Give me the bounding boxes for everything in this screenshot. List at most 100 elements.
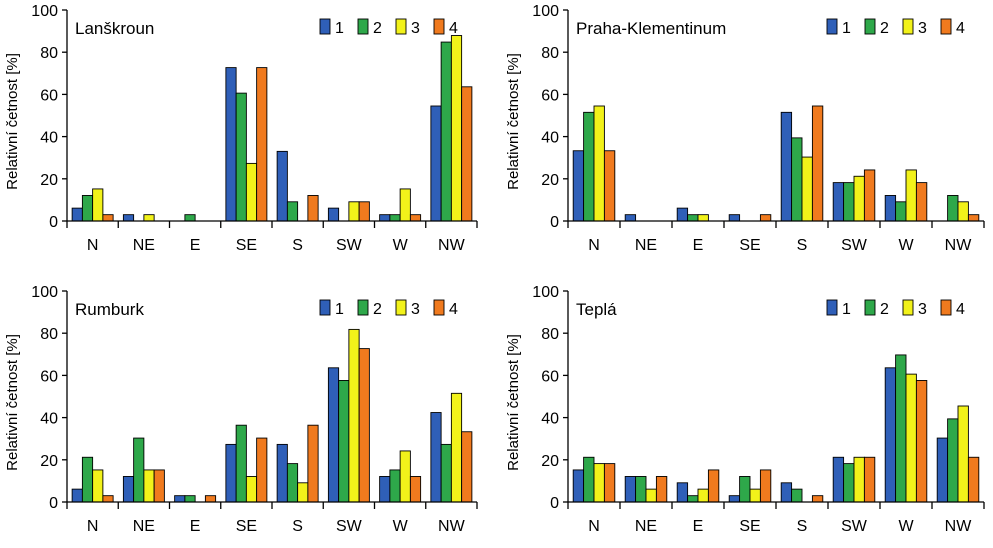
bar-NE-series-3 — [645, 488, 657, 503]
bar-SW-series-4 — [863, 456, 876, 503]
legend-label-1: 1 — [335, 301, 344, 318]
x-tick-label: SE — [739, 518, 760, 535]
legend-label-4: 4 — [956, 20, 965, 37]
bar-S-series-4 — [307, 424, 319, 503]
bar-SW-series-1 — [832, 456, 845, 503]
bar-NW-series-3 — [450, 392, 463, 503]
bar-N-series-2 — [583, 111, 595, 222]
legend-label-1: 1 — [335, 20, 344, 37]
x-tick-label: N — [87, 518, 99, 535]
bar-S-series-4 — [811, 105, 824, 222]
bar-NW-series-4 — [967, 456, 980, 503]
bar-SW-series-3 — [348, 201, 360, 222]
bar-N-series-4 — [102, 495, 114, 503]
y-tick-label: 20 — [541, 453, 559, 470]
legend-label-4: 4 — [956, 301, 965, 318]
x-tick-label: N — [87, 237, 99, 254]
x-tick-label: E — [693, 518, 704, 535]
bar-S-series-3 — [297, 482, 309, 503]
y-tick-label: 20 — [541, 172, 559, 189]
bar-S-series-4 — [307, 195, 319, 222]
y-tick-label: 40 — [40, 130, 58, 147]
bar-E-series-2 — [687, 495, 699, 503]
y-tick-label: 40 — [40, 411, 58, 428]
y-tick-label: 60 — [40, 368, 58, 385]
x-tick-label: W — [393, 237, 409, 254]
x-tick-label: NW — [945, 518, 973, 535]
panel-title: Rumburk — [75, 300, 144, 319]
x-tick-label: W — [898, 237, 914, 254]
bar-S-series-1 — [276, 443, 288, 503]
bar-E-series-1 — [676, 207, 689, 222]
bar-SW-series-4 — [863, 169, 876, 222]
y-tick-label: 60 — [541, 87, 559, 104]
legend-label-2: 2 — [880, 301, 889, 318]
bar-N-series-3 — [593, 463, 605, 503]
legend-label-1: 1 — [842, 301, 851, 318]
bar-NW-series-1 — [430, 412, 442, 503]
y-tick-label: 80 — [40, 45, 58, 62]
y-tick-label: 60 — [40, 87, 58, 104]
legend-label-3: 3 — [411, 301, 420, 318]
bar-NW-series-3 — [957, 405, 969, 503]
bar-SE-series-4 — [256, 437, 268, 503]
bar-SW-series-2 — [338, 380, 350, 503]
bar-S-series-2 — [286, 463, 299, 503]
bar-SW-series-2 — [843, 463, 855, 503]
legend-swatch-2 — [357, 18, 369, 35]
legend-swatch-2 — [864, 18, 876, 35]
bar-NE-series-3 — [143, 214, 155, 222]
bar-S-series-4 — [811, 495, 824, 503]
bar-W-series-1 — [884, 195, 897, 222]
legend-swatch-2 — [864, 299, 876, 316]
bar-NE-series-3 — [143, 469, 155, 503]
x-tick-label: S — [797, 237, 808, 254]
y-tick-label: 0 — [49, 495, 58, 512]
x-tick-label: NE — [133, 237, 155, 254]
bar-SW-series-1 — [832, 182, 845, 222]
bar-NE-series-2 — [133, 437, 145, 503]
bar-W-series-1 — [884, 367, 897, 503]
bar-SW-series-2 — [843, 182, 855, 222]
y-axis-label: Relativní četnost [%] — [505, 53, 522, 190]
y-tick-label: 0 — [49, 214, 58, 231]
x-tick-label: W — [393, 518, 409, 535]
legend-swatch-3 — [395, 299, 407, 316]
bar-W-series-4 — [915, 182, 928, 222]
x-tick-label: W — [898, 518, 914, 535]
chart-panel-1: 0 20 40 60 80 100 N NE E SE S SW W NW Relativní četnos… — [4, 3, 478, 254]
bar-SE-series-4 — [256, 67, 268, 222]
x-tick-label: NE — [635, 518, 657, 535]
bar-W-series-4 — [409, 214, 422, 222]
bar-N-series-4 — [603, 150, 616, 222]
bar-NE-series-1 — [624, 476, 637, 503]
bar-W-series-1 — [379, 214, 391, 222]
y-axis-label: Relativní četnost [%] — [505, 334, 522, 471]
bar-SE-series-3 — [245, 162, 258, 222]
bar-SW-series-1 — [327, 207, 340, 222]
bar-SE-series-3 — [749, 488, 761, 503]
legend-swatch-4 — [433, 18, 445, 35]
bar-NW-series-4 — [461, 86, 473, 222]
legend-label-2: 2 — [373, 301, 382, 318]
x-tick-label: N — [588, 518, 600, 535]
x-tick-label: S — [797, 518, 808, 535]
bar-SE-series-2 — [235, 424, 247, 503]
x-tick-label: N — [588, 237, 600, 254]
bar-N-series-1 — [71, 207, 83, 222]
bar-NW-series-4 — [967, 214, 980, 222]
y-tick-label: 20 — [40, 172, 58, 189]
bar-E-series-3 — [697, 488, 709, 503]
legend-swatch-3 — [902, 299, 914, 316]
bar-N-series-2 — [81, 195, 94, 222]
bar-NW-series-2 — [440, 443, 452, 503]
y-tick-label: 80 — [541, 45, 559, 62]
bar-NW-series-1 — [936, 437, 949, 503]
bar-NE-series-4 — [655, 476, 668, 503]
bar-SE-series-1 — [225, 67, 237, 222]
legend-label-3: 3 — [411, 20, 420, 37]
chart-panel-2: 0 20 40 60 80 100 N NE E SE S SW W NW Relativní četnos… — [505, 3, 985, 254]
bar-NW-series-2 — [947, 418, 959, 503]
bar-NE-series-1 — [624, 214, 637, 222]
